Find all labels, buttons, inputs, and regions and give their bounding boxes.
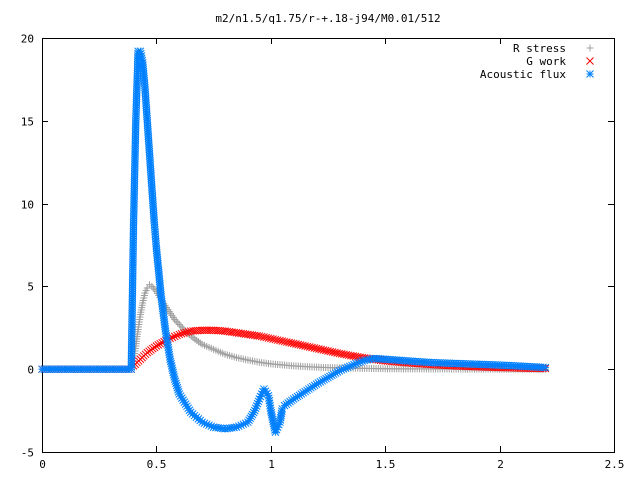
data-point — [152, 342, 161, 350]
axes: 0 0.5 1 1.5 2 2.5 -5 0 5 10 15 20 — [21, 33, 625, 472]
interp-point — [326, 347, 335, 356]
data-point — [255, 332, 264, 340]
interp-point — [149, 284, 157, 292]
interp-point — [154, 341, 163, 349]
interp-point — [194, 338, 202, 346]
interp-point — [253, 331, 261, 340]
interp-point — [260, 333, 268, 341]
interp-point — [314, 345, 323, 353]
interp-point — [303, 342, 312, 351]
interp-point — [317, 345, 325, 354]
interp-point — [191, 335, 199, 343]
interp-point — [287, 339, 296, 347]
legend-label: Acoustic flux — [480, 68, 566, 81]
chart-title: m2/n1.5/q1.75/r-+.18-j94/M0.01/512 — [215, 12, 440, 25]
interp-point — [321, 346, 330, 355]
x-tick-label: 1 — [268, 458, 275, 471]
interp-point — [173, 331, 181, 340]
interp-point — [156, 339, 165, 348]
data-point — [335, 349, 344, 358]
legend-label: G work — [526, 55, 566, 68]
interp-point — [298, 341, 307, 350]
interp-point — [344, 351, 353, 360]
interp-point — [305, 343, 314, 351]
data-point — [301, 342, 309, 350]
legend-marker — [586, 44, 594, 52]
interp-point — [174, 319, 182, 327]
series-layer — [38, 47, 550, 436]
interp-point — [280, 337, 289, 346]
interp-point — [184, 327, 193, 336]
interp-point — [180, 329, 188, 337]
interp-point — [328, 348, 337, 356]
interp-point — [269, 335, 277, 343]
interp-point — [182, 328, 190, 337]
data-point — [278, 337, 287, 345]
interp-point — [172, 317, 180, 325]
interp-point — [308, 343, 316, 352]
interp-point — [271, 335, 280, 344]
y-tick-label: 0 — [27, 364, 34, 377]
interp-point — [342, 350, 351, 359]
legend-marker — [586, 70, 594, 78]
interp-point — [310, 344, 319, 352]
interp-point — [187, 332, 195, 340]
x-tick-label: 0.5 — [147, 458, 167, 471]
plot-frame — [42, 38, 615, 453]
interp-point — [294, 340, 303, 349]
interp-point — [337, 350, 346, 358]
y-tick-label: -5 — [21, 447, 34, 460]
interp-point — [151, 286, 159, 294]
data-point — [171, 316, 179, 324]
interp-point — [264, 334, 273, 342]
data-point — [148, 282, 156, 290]
data-point — [189, 334, 197, 342]
x-tick-label: 0 — [39, 458, 46, 471]
data-point — [312, 344, 321, 353]
legend-marker — [586, 57, 594, 65]
data-point — [266, 334, 275, 343]
interp-point — [319, 346, 328, 354]
interp-point — [175, 320, 183, 328]
interp-point — [177, 322, 185, 330]
interp-point — [285, 338, 293, 347]
interp-point — [282, 338, 291, 346]
interp-point — [292, 340, 300, 348]
x-tick-label: 1.5 — [376, 458, 396, 471]
interp-point — [340, 350, 348, 359]
interp-point — [333, 349, 342, 357]
y-tick-label: 20 — [21, 33, 34, 46]
interp-point — [257, 332, 266, 341]
y-tick-label: 5 — [27, 281, 34, 294]
x-tick-label: 2.5 — [605, 458, 625, 471]
interp-point — [296, 341, 305, 349]
interp-point — [170, 332, 179, 341]
y-tick-label: 10 — [21, 199, 34, 212]
interp-point — [331, 348, 339, 357]
y-tick-label: 15 — [21, 116, 34, 129]
series-r-stress — [38, 281, 549, 373]
data-point — [289, 339, 298, 348]
interp-point — [177, 329, 186, 338]
x-tick-label: 2 — [497, 458, 504, 471]
legend-label: R stress — [513, 42, 566, 55]
interp-point — [262, 333, 271, 342]
series-acoustic-flux — [38, 47, 550, 436]
interp-point — [193, 336, 201, 344]
data-point — [175, 330, 184, 339]
interp-point — [273, 336, 282, 344]
interp-point — [178, 324, 186, 332]
data-point — [324, 347, 332, 355]
data-point — [541, 363, 550, 372]
interp-point — [276, 336, 284, 345]
interp-point — [196, 339, 204, 347]
